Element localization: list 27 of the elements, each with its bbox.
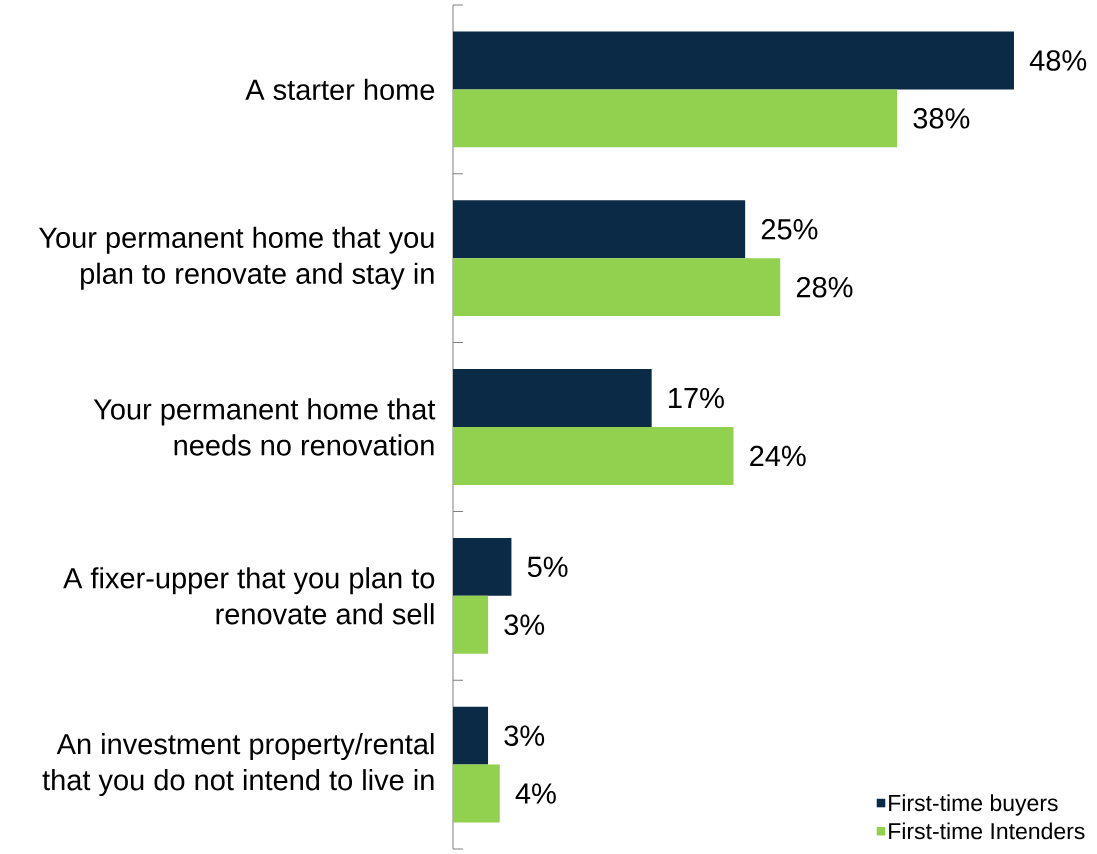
bar — [453, 537, 512, 596]
y-tick-label: A fixer-upper that you plan to renovate and sell — [63, 567, 435, 625]
bar — [453, 764, 500, 823]
bar — [453, 200, 746, 259]
data-label: 38% — [913, 108, 970, 129]
y-tick-label: A starter home — [245, 78, 435, 101]
data-label: 4% — [515, 783, 556, 804]
bar — [453, 31, 1014, 90]
data-label: 24% — [750, 445, 806, 467]
y-tick-label: Your permanent home that you plan to renovate and stay in — [38, 226, 434, 290]
bar — [453, 427, 734, 485]
bar — [453, 89, 898, 148]
legend-label: First-time buyers — [889, 794, 1058, 816]
bar — [453, 706, 489, 765]
data-label: 5% — [527, 556, 568, 578]
data-label: 3% — [504, 614, 545, 636]
data-label: 28% — [796, 276, 853, 298]
data-label: 25% — [761, 218, 818, 240]
bar — [453, 258, 781, 317]
data-label: 48% — [1029, 50, 1087, 71]
bar — [453, 369, 652, 427]
data-label: 3% — [504, 725, 545, 746]
data-label: 17% — [669, 387, 724, 409]
y-tick-label: An investment property/rental that you do not intend to live in — [42, 733, 434, 797]
bar — [453, 595, 489, 654]
legend-label: First-time Intenders — [889, 822, 1085, 840]
y-tick-label: Your permanent home that needs no renovation — [93, 398, 436, 456]
